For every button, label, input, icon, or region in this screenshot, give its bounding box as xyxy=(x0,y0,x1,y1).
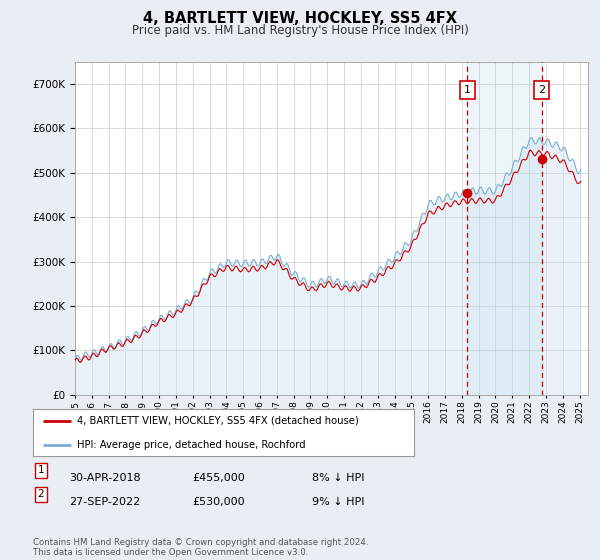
Text: 1: 1 xyxy=(37,465,44,475)
Text: Contains HM Land Registry data © Crown copyright and database right 2024.
This d: Contains HM Land Registry data © Crown c… xyxy=(33,538,368,557)
Bar xyxy=(467,62,542,395)
Text: Price paid vs. HM Land Registry's House Price Index (HPI): Price paid vs. HM Land Registry's House … xyxy=(131,24,469,36)
Text: 2: 2 xyxy=(37,489,44,500)
Text: 30-APR-2018: 30-APR-2018 xyxy=(69,473,140,483)
Text: 4, BARTLETT VIEW, HOCKLEY, SS5 4FX: 4, BARTLETT VIEW, HOCKLEY, SS5 4FX xyxy=(143,11,457,26)
Text: HPI: Average price, detached house, Rochford: HPI: Average price, detached house, Roch… xyxy=(77,440,305,450)
Text: 9% ↓ HPI: 9% ↓ HPI xyxy=(312,497,365,507)
Text: 1: 1 xyxy=(464,85,471,95)
Text: £530,000: £530,000 xyxy=(192,497,245,507)
Text: 8% ↓ HPI: 8% ↓ HPI xyxy=(312,473,365,483)
Text: 4, BARTLETT VIEW, HOCKLEY, SS5 4FX (detached house): 4, BARTLETT VIEW, HOCKLEY, SS5 4FX (deta… xyxy=(77,416,359,426)
Text: 27-SEP-2022: 27-SEP-2022 xyxy=(69,497,140,507)
Text: 2: 2 xyxy=(538,85,545,95)
Text: £455,000: £455,000 xyxy=(192,473,245,483)
